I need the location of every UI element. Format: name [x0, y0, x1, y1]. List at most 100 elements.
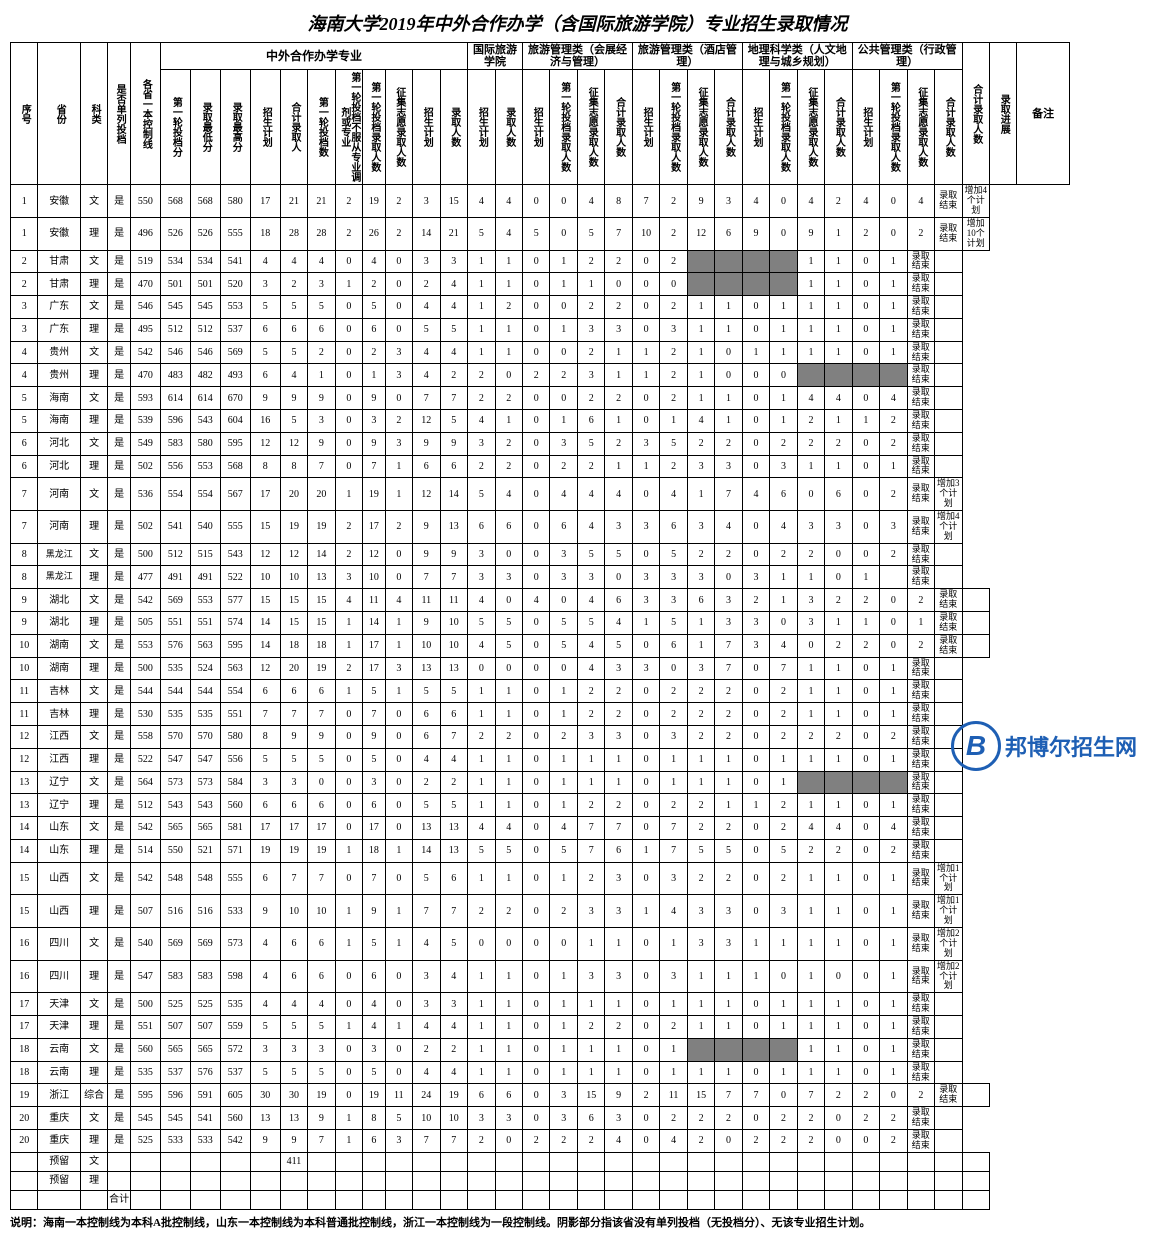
- col-hdr: 合计录取人数: [825, 70, 852, 185]
- cell: 2: [715, 432, 742, 455]
- cell: 录取结束: [907, 296, 934, 319]
- cell: 568: [190, 185, 220, 218]
- cell: [797, 1171, 824, 1190]
- cell: 理: [80, 960, 107, 993]
- cell: 7: [440, 725, 468, 748]
- cell: 0: [523, 410, 550, 433]
- cell: 5: [440, 318, 468, 341]
- table-row: 预留理: [11, 1171, 1145, 1190]
- cell: 545: [190, 296, 220, 319]
- cell: 544: [160, 680, 190, 703]
- cell: 文: [80, 589, 107, 612]
- cell: 理: [80, 703, 107, 726]
- cell: 515: [190, 543, 220, 566]
- col-hdr: 招生计划: [523, 70, 550, 185]
- cell: 0: [632, 1038, 659, 1061]
- cell: 2: [468, 364, 495, 387]
- cell: 3: [660, 862, 687, 895]
- cell: 15: [687, 1084, 714, 1107]
- cell: [935, 680, 962, 703]
- cell: 2: [880, 478, 907, 511]
- cell: 4: [797, 387, 824, 410]
- cell: 9: [605, 1084, 632, 1107]
- cell: 2: [907, 634, 934, 657]
- cell: 3: [577, 725, 604, 748]
- cell: [605, 1190, 632, 1209]
- cell: 4: [440, 1061, 468, 1084]
- cell: 录取结束: [907, 273, 934, 296]
- cell: 6: [308, 927, 335, 960]
- cell: 0: [335, 817, 362, 840]
- cell: 录取结束: [907, 1130, 934, 1153]
- cell: 4: [605, 1130, 632, 1153]
- cell: 录取结束: [907, 478, 934, 511]
- cell: 1: [550, 250, 577, 273]
- cell: 1: [715, 960, 742, 993]
- cell: 1: [797, 1061, 824, 1084]
- col-hdr: 第一轮投档数: [308, 70, 335, 185]
- cell: 542: [130, 862, 160, 895]
- cell: 3: [605, 511, 632, 544]
- cell: [335, 1152, 362, 1171]
- cell: [880, 1190, 907, 1209]
- cell: 0: [495, 927, 522, 960]
- cell: 4: [280, 250, 307, 273]
- cell: 文: [80, 387, 107, 410]
- cell: 0: [852, 432, 879, 455]
- cell: 1: [797, 455, 824, 478]
- cell: [770, 1190, 797, 1209]
- cell: 0: [523, 543, 550, 566]
- cell: 554: [190, 478, 220, 511]
- cell: 1: [742, 927, 769, 960]
- cell: 1: [687, 634, 714, 657]
- cell: 553: [190, 455, 220, 478]
- cell: [577, 1171, 604, 1190]
- cell: 20: [308, 478, 335, 511]
- cell: 6: [468, 1084, 495, 1107]
- col-hdr: 合计录取人数: [605, 70, 632, 185]
- cell: 5: [413, 318, 440, 341]
- logo-icon: B: [951, 721, 1001, 771]
- cell: 0: [742, 318, 769, 341]
- cell: 6: [363, 1130, 385, 1153]
- watermark: B 邦博尔招生网: [951, 721, 1137, 771]
- cell: 3: [363, 1038, 385, 1061]
- cell: 1: [605, 993, 632, 1016]
- cell: 1: [797, 680, 824, 703]
- cell: 4: [308, 250, 335, 273]
- cell: 1: [632, 455, 659, 478]
- cell: 0: [852, 318, 879, 341]
- cell: 理: [80, 657, 107, 680]
- table-row: 3广东理是49551251253766606055110133031101110…: [11, 318, 1145, 341]
- cell: 18: [250, 217, 280, 250]
- table-row: 5海南文是59361461467099909077220022021101440…: [11, 387, 1145, 410]
- cell: 2: [335, 543, 362, 566]
- cell: 2: [363, 273, 385, 296]
- cell: 7: [440, 387, 468, 410]
- cell: 1: [550, 862, 577, 895]
- cell: 1: [605, 927, 632, 960]
- cell: 17: [280, 817, 307, 840]
- cell: 7: [308, 862, 335, 895]
- cell: 10: [11, 657, 38, 680]
- cell: 1: [335, 478, 362, 511]
- grp-6: 公共管理类（行政管理）: [852, 43, 962, 70]
- cell: 0: [742, 748, 769, 771]
- cell: 8: [605, 185, 632, 218]
- cell: 6: [440, 862, 468, 895]
- cell: 2: [715, 817, 742, 840]
- cell: 4: [250, 927, 280, 960]
- cell: [715, 1152, 742, 1171]
- cell: 录取结束: [935, 185, 962, 218]
- cell: 2: [660, 1107, 687, 1130]
- cell: 546: [130, 296, 160, 319]
- cell: 7: [440, 895, 468, 928]
- cell: 文: [80, 725, 107, 748]
- cell: 录取结束: [907, 543, 934, 566]
- cell: 增加4个计划: [935, 511, 962, 544]
- cell: 507: [190, 1016, 220, 1039]
- cell: 537: [220, 1061, 250, 1084]
- cell: 2: [605, 703, 632, 726]
- cell: 0: [523, 511, 550, 544]
- cell: 0: [742, 296, 769, 319]
